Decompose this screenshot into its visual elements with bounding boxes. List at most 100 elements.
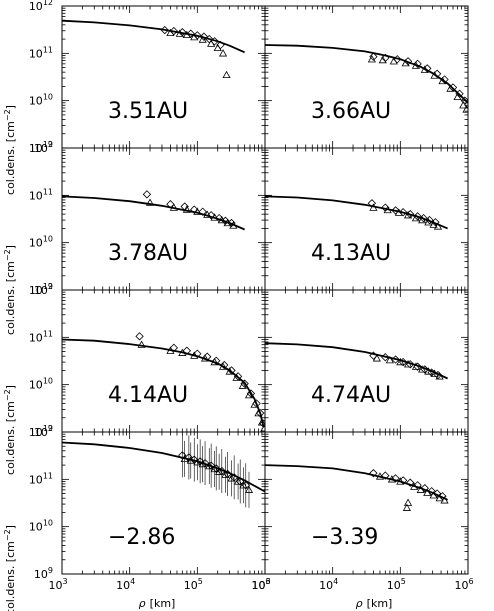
- y-tick-label: 1010: [29, 93, 53, 108]
- diamond-point: [391, 206, 400, 215]
- diamond-point: [166, 200, 175, 209]
- y-tick-label-base: 10: [34, 284, 48, 297]
- triangle-point: [210, 464, 219, 473]
- triangle-point: [385, 355, 394, 364]
- triangle-point: [453, 92, 462, 101]
- y-tick-label: 1011: [29, 187, 53, 202]
- triangle-point: [383, 205, 392, 214]
- triangle-point: [175, 29, 184, 37]
- triangle-point: [193, 457, 202, 466]
- triangle-point: [424, 218, 433, 226]
- diamond-point: [169, 26, 179, 36]
- diamond-point: [419, 213, 428, 223]
- triangle-point: [205, 461, 214, 470]
- model-curve: [265, 195, 448, 230]
- x-tick-label-base: 10: [319, 579, 333, 592]
- diamond-point: [169, 343, 179, 352]
- x-tick-label-exponent: 4: [130, 577, 135, 586]
- diamond-point: [413, 362, 422, 371]
- x-tick-label-base: 10: [251, 579, 265, 592]
- triangle-point: [435, 493, 444, 502]
- panel-8: 103 104 105 106−3.39: [251, 431, 474, 592]
- diamond-point: [406, 360, 415, 369]
- triangle-point: [222, 70, 231, 79]
- panel-label: 3.51AU: [108, 99, 188, 124]
- diamond-point: [142, 190, 152, 199]
- y-tick-label: 109: [34, 140, 53, 155]
- y-tick-label: 1011: [29, 471, 53, 486]
- y-tick-label: 1010: [29, 519, 53, 534]
- triangle-point: [233, 477, 243, 485]
- triangle-point: [403, 360, 413, 368]
- y-tick-label: 109: [34, 282, 53, 297]
- triangle-point: [430, 71, 439, 79]
- triangle-point: [367, 55, 376, 63]
- diamond-point: [205, 34, 214, 44]
- diamond-point: [381, 353, 390, 362]
- panel-label: 4.74AU: [311, 383, 391, 408]
- x-tick-label-exponent: 3: [265, 577, 270, 586]
- triangle-point: [394, 208, 403, 216]
- y-tick-label-exponent: 11: [43, 187, 53, 196]
- plot-area: [265, 195, 448, 230]
- diamond-point: [398, 357, 408, 367]
- diamond-point: [182, 346, 192, 355]
- diamond-point: [398, 208, 408, 217]
- y-tick-label-exponent: 9: [48, 424, 53, 433]
- diamond-point: [236, 477, 245, 486]
- x-axis-title-left-symbol: ρ: [139, 597, 146, 610]
- x-tick-label-base: 10: [184, 579, 198, 592]
- y-axis-title-4-suffix: ]: [4, 525, 17, 529]
- diamond-point: [220, 360, 229, 370]
- y-axis-title-2-prefix: col.dens. [cm: [4, 261, 17, 335]
- x-tick-label: 104: [116, 577, 135, 592]
- y-tick-label-exponent: 9: [48, 282, 53, 291]
- plot-area: [62, 433, 265, 508]
- triangle-point: [145, 198, 155, 206]
- y-tick-label-base: 10: [29, 521, 43, 534]
- y-axis-title-row-3: col.dens. [cm−2]: [3, 385, 17, 475]
- y-tick-label-exponent: 12: [43, 0, 53, 7]
- triangle-point: [198, 459, 207, 468]
- diamond-point: [431, 218, 440, 227]
- x-tick-label-base: 10: [387, 579, 401, 592]
- y-axis-title-2-suffix: ]: [4, 245, 17, 249]
- y-axis-title-suffix: ]: [4, 105, 17, 109]
- triangle-point: [178, 348, 187, 356]
- triangle-point: [210, 357, 219, 366]
- diamond-point: [425, 215, 434, 225]
- y-tick-label-exponent: 12: [43, 424, 53, 433]
- triangle-point: [190, 32, 199, 41]
- y-tick-label-exponent: 12: [43, 282, 53, 291]
- y-axis-title-row-2: col.dens. [cm−2]: [3, 245, 17, 335]
- diamond-point: [241, 481, 250, 490]
- y-tick-label: 109: [34, 424, 53, 439]
- y-tick-label-exponent: 10: [43, 93, 53, 102]
- diamond-point: [381, 471, 390, 480]
- triangle-point: [418, 365, 427, 373]
- triangle-point: [239, 481, 248, 489]
- panel-frame: [264, 431, 469, 575]
- panel-label: −2.86: [108, 525, 175, 550]
- y-axis-title-3-prefix: col.dens. [cm: [4, 401, 17, 475]
- triangle-point: [257, 418, 265, 426]
- model-curve: [265, 44, 468, 104]
- triangle-point: [433, 222, 443, 230]
- triangle-point: [411, 213, 421, 222]
- y-axis-title-4-prefix: col.dens. [cm: [4, 541, 17, 611]
- triangle-point: [396, 477, 405, 485]
- y-tick-label-base: 10: [29, 426, 43, 439]
- y-tick-label: 109: [34, 566, 53, 581]
- y-tick-label: 1012: [29, 0, 53, 13]
- x-tick-label: 105: [387, 577, 406, 592]
- triangle-point: [223, 218, 232, 227]
- triangle-point: [213, 43, 222, 52]
- y-tick-label-exponent: 11: [43, 471, 53, 480]
- panel-label: 3.78AU: [108, 241, 188, 266]
- panel-frame: [264, 147, 469, 291]
- y-axis-title-4-exponent: −2: [3, 529, 12, 541]
- diamond-point: [186, 29, 195, 38]
- diamond-point: [369, 52, 378, 61]
- triangle-point: [372, 354, 381, 362]
